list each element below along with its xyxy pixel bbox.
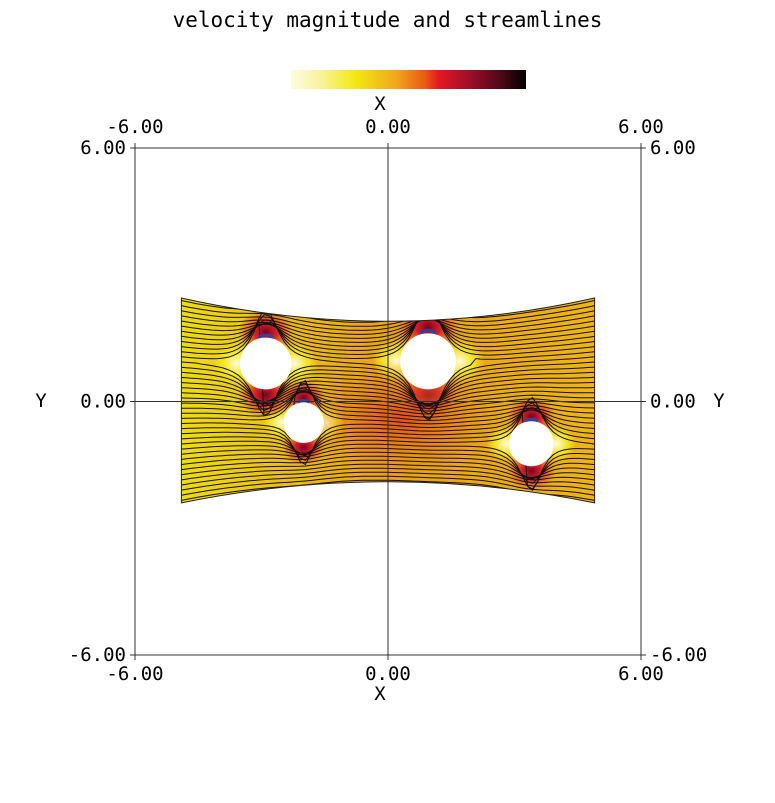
obstacle-edge (257, 333, 275, 339)
x-tick-label-bottom: 0.00 (365, 663, 411, 685)
obstacle-edge (524, 417, 539, 423)
y-tick-label-right: -6.00 (650, 644, 707, 666)
obstacle-hole (239, 337, 292, 390)
x-tick-label-top: -6.00 (106, 116, 163, 138)
obstacle-hole (283, 402, 324, 443)
x-tick-label-top: 6.00 (618, 116, 664, 138)
axes: -6.00-6.000.000.006.006.00-6.00 -6.000.00… (69, 116, 707, 685)
y-tick-label-left: -6.00 (69, 644, 126, 666)
obstacle-hole (400, 333, 456, 390)
obstacle-edge (419, 329, 438, 335)
x-tick-label-top: 0.00 (365, 116, 411, 138)
y-tick-label-left: 6.00 (80, 137, 126, 159)
colorbar-label: X (374, 93, 386, 115)
y-axis-label-left: Y (35, 390, 47, 412)
chart-title: velocity magnitude and streamlines (172, 8, 603, 32)
x-axis-label-bottom: X (374, 683, 386, 705)
y-tick-label-left: 0.00 (80, 391, 126, 413)
obstacle-hole (508, 421, 554, 467)
y-axis-label-right: Y (713, 390, 725, 412)
colorbar (291, 70, 649, 89)
colorbar-tick (648, 70, 649, 74)
x-tick-label-bottom: -6.00 (106, 663, 163, 685)
y-tick-label-right: 0.00 (650, 391, 696, 413)
x-tick-label-bottom: 6.00 (618, 663, 664, 685)
domain-border (180, 297, 596, 504)
y-tick-label-right: 6.00 (650, 137, 696, 159)
